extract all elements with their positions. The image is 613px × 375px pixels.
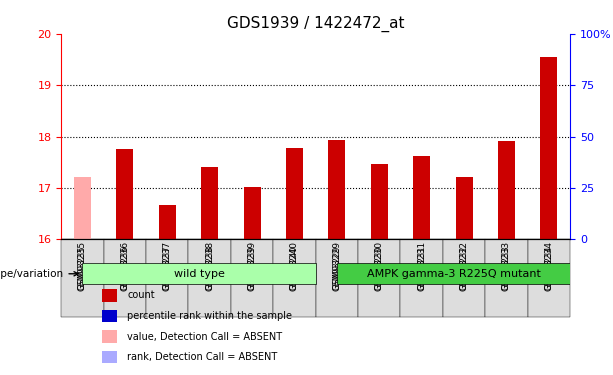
FancyBboxPatch shape <box>337 264 570 284</box>
FancyBboxPatch shape <box>83 264 316 284</box>
Bar <box>329 140 345 240</box>
Text: genotype/variation: genotype/variation <box>0 269 78 279</box>
Text: GSM93240: GSM93240 <box>290 240 299 290</box>
Text: GSM93233: GSM93233 <box>502 240 511 290</box>
Text: GSM93238: GSM93238 <box>205 240 214 290</box>
Text: value, Detection Call = ABSENT: value, Detection Call = ABSENT <box>128 332 283 342</box>
Bar <box>443 240 485 316</box>
Text: GSM93237: GSM93237 <box>163 240 172 290</box>
Text: GSM93234: GSM93234 <box>544 240 554 290</box>
Text: AMPK gamma-3 R225Q mutant: AMPK gamma-3 R225Q mutant <box>367 269 541 279</box>
Text: rank, Detection Call = ABSENT: rank, Detection Call = ABSENT <box>128 352 278 362</box>
Bar <box>400 240 443 316</box>
Bar <box>102 330 117 343</box>
Text: GSM93236: GSM93236 <box>120 240 129 290</box>
Bar <box>102 290 117 302</box>
Bar <box>273 240 316 316</box>
Bar <box>61 240 104 316</box>
Bar <box>189 240 231 316</box>
Bar <box>102 351 117 363</box>
Bar <box>159 204 176 240</box>
Bar <box>371 164 388 240</box>
Bar <box>316 240 358 316</box>
Bar <box>413 156 430 240</box>
Title: GDS1939 / 1422472_at: GDS1939 / 1422472_at <box>227 16 405 32</box>
Bar <box>455 177 473 240</box>
Bar <box>74 177 91 240</box>
Text: wild type: wild type <box>173 269 224 279</box>
Bar <box>498 141 515 240</box>
Bar <box>358 240 400 316</box>
Bar <box>104 240 146 316</box>
Bar <box>116 150 134 240</box>
Text: GSM93232: GSM93232 <box>460 240 468 290</box>
Bar <box>541 57 557 240</box>
Text: GSM93235: GSM93235 <box>78 240 87 290</box>
Bar <box>231 240 273 316</box>
Bar <box>528 240 570 316</box>
Bar <box>485 240 528 316</box>
Text: GSM93239: GSM93239 <box>248 240 257 290</box>
Text: percentile rank within the sample: percentile rank within the sample <box>128 311 292 321</box>
Text: GSM93231: GSM93231 <box>417 240 426 290</box>
Bar <box>201 168 218 240</box>
Bar <box>243 187 261 240</box>
Text: GSM93229: GSM93229 <box>332 240 341 290</box>
Text: count: count <box>128 291 155 300</box>
Bar <box>286 148 303 240</box>
Text: GSM93230: GSM93230 <box>375 240 384 290</box>
Bar <box>102 310 117 322</box>
Bar <box>146 240 189 316</box>
